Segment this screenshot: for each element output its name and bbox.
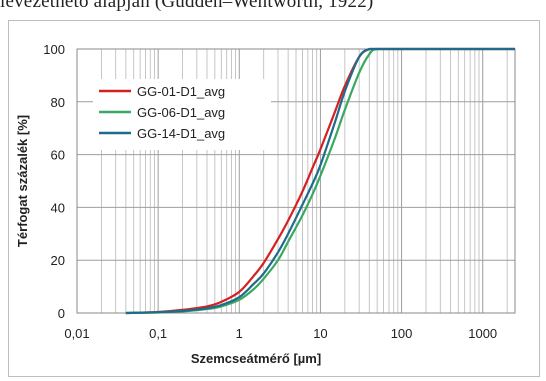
y-tick-label: 20 (51, 253, 65, 268)
x-tick-label: 1 (236, 326, 243, 341)
chart-frame: 0 20 40 60 80 100 0,01 0,1 1 10 100 1000 GG-01-D1_a… (8, 20, 540, 377)
series-line-3 (125, 47, 515, 315)
x-tick-label: 100 (391, 326, 413, 341)
x-axis-title: Szemcseátmérő [µm] (191, 351, 321, 366)
plot-area-border (76, 48, 516, 314)
legend-label-1: GG-01-D1_avg (137, 84, 225, 99)
series-layer (125, 47, 515, 315)
header-text: levezethető alapján (Gudden–Wentworth, 1… (0, 0, 374, 12)
y-tick-label: 60 (51, 148, 65, 163)
x-tick-label: 0,01 (64, 326, 89, 341)
legend-label-2: GG-06-D1_avg (137, 105, 225, 120)
y-tick-label: 100 (43, 42, 65, 57)
legend: GG-01-D1_avg GG-06-D1_avg GG-14-D1_avg (93, 79, 271, 150)
x-tick-label: 1000 (468, 326, 497, 341)
y-tick-label: 0 (58, 306, 65, 321)
x-tick-label: 0,1 (149, 326, 167, 341)
x-tick-label: 10 (313, 326, 327, 341)
y-tick-label: 80 (51, 95, 65, 110)
y-tick-label: 40 (51, 200, 65, 215)
grain-size-chart: 0 20 40 60 80 100 0,01 0,1 1 10 100 1000 GG-01-D1_a… (15, 42, 516, 366)
y-axis-title: Térfogat százalék [%] (15, 115, 30, 247)
axis-layer: 0 20 40 60 80 100 0,01 0,1 1 10 100 1000 (43, 42, 497, 341)
legend-label-3: GG-14-D1_avg (137, 126, 225, 141)
